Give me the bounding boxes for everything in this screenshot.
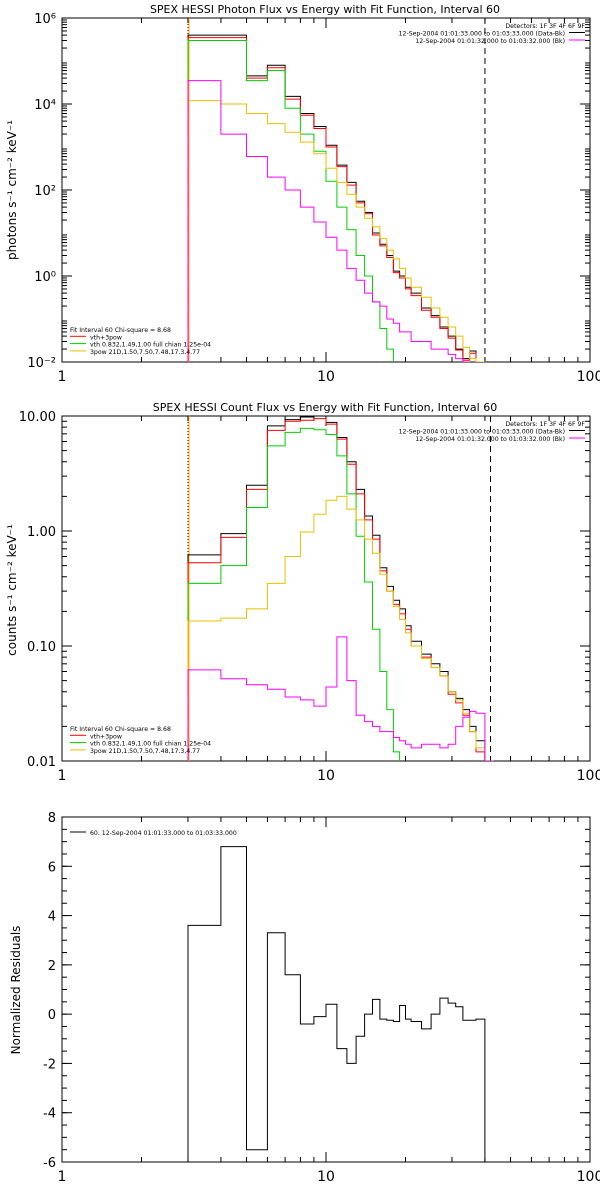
y-tick-label: 10.00 bbox=[19, 410, 56, 425]
y-tick-label: 10⁶ bbox=[34, 12, 56, 27]
y-tick-label: 10⁰ bbox=[34, 270, 56, 285]
count-y-axis-label: counts s⁻¹ cm⁻² keV⁻¹ bbox=[5, 524, 19, 656]
legend-text: vth+3pow bbox=[90, 334, 122, 341]
y-tick-label: 0.01 bbox=[27, 755, 56, 770]
series-line bbox=[187, 846, 486, 1162]
y-tick-label: 4 bbox=[48, 910, 56, 925]
x-tick-label: 1 bbox=[58, 1169, 67, 1185]
y-tick-label: 6 bbox=[48, 860, 56, 875]
series-line bbox=[187, 37, 477, 362]
legend-text: 3pow 21D,1.50,7.50,7.48,17.3,4.77 bbox=[90, 349, 200, 356]
y-tick-label: 0.10 bbox=[27, 640, 56, 655]
photon-y-axis-label: photons s⁻¹ cm⁻² keV⁻¹ bbox=[5, 120, 19, 260]
x-tick-label: 10 bbox=[317, 1169, 335, 1185]
legend-text: 60. 12-Sep-2004 01:01:33.000 to 01:03:33… bbox=[90, 830, 237, 837]
legend-text: vth 0.832,1.49,1.00 full chian 1.25e-04 bbox=[90, 741, 211, 748]
y-tick-label: -4 bbox=[43, 1107, 56, 1122]
legend-text: 12-Sep-2004 01:01:32.000 to 01:03:32.000… bbox=[415, 436, 565, 443]
legend-text: 3pow 21D,1.50,7.50,7.48,17.3,4.77 bbox=[90, 748, 200, 755]
series-line bbox=[187, 418, 486, 761]
y-tick-label: -2 bbox=[43, 1057, 56, 1072]
series-group bbox=[187, 416, 494, 761]
y-tick-label: 10⁴ bbox=[34, 98, 56, 113]
x-tick-label: 100 bbox=[577, 768, 600, 784]
series-line bbox=[187, 427, 401, 761]
y-tick-label: -6 bbox=[43, 1156, 56, 1171]
series-line bbox=[187, 100, 486, 362]
plot-frame bbox=[61, 415, 591, 762]
photon-chart-title: SPEX HESSI Photon Flux vs Energy with Fi… bbox=[150, 3, 500, 16]
plot-frame bbox=[61, 17, 591, 363]
series-group bbox=[187, 846, 486, 1162]
series-line bbox=[187, 416, 486, 761]
series-line bbox=[187, 80, 471, 362]
series-line bbox=[187, 40, 394, 362]
legend-text: 12-Sep-2004 01:01:33.000 to 01:03:33.000… bbox=[399, 429, 565, 436]
x-tick-label: 100 bbox=[577, 369, 600, 385]
x-tick-label: 100 bbox=[577, 1169, 600, 1185]
series-group bbox=[187, 34, 486, 362]
photon-flux-panel: SPEX HESSI Photon Flux vs Energy with Fi… bbox=[5, 3, 600, 385]
plot-frame bbox=[61, 816, 591, 1163]
y-tick-label: 0 bbox=[48, 1008, 56, 1023]
x-tick-label: 10 bbox=[317, 768, 335, 784]
legend-text: vth+3pow bbox=[90, 733, 122, 740]
count-chart-title: SPEX HESSI Count Flux vs Energy with Fit… bbox=[153, 401, 497, 414]
legend-text: 12-Sep-2004 01:01:32.000 to 01:03:32.000… bbox=[415, 38, 565, 45]
series-line bbox=[187, 34, 486, 362]
legend-text: Detectors: 1F 3F 4F 6F 9F bbox=[505, 421, 585, 428]
x-tick-label: 1 bbox=[58, 768, 67, 784]
count-plot-area: 1 10 100 0.01 0.10 1.00 10.00 Detectors: 1F 3F … bbox=[19, 410, 600, 784]
series-line bbox=[187, 495, 494, 761]
photon-plot-area: 1 10 100 10⁻² 10⁰ 10² 10⁴ 10⁶ Detectors: 1F 3F 4… bbox=[27, 12, 600, 385]
count-flux-panel: SPEX HESSI Count Flux vs Energy with Fit… bbox=[5, 401, 600, 784]
y-tick-label: 1.00 bbox=[27, 525, 56, 540]
legend-text: 12-Sep-2004 01:01:33.000 to 01:03:33.000… bbox=[399, 31, 565, 38]
x-tick-label: 10 bbox=[317, 369, 335, 385]
legend-text: Fit Interval 60 Chi-square = 8.68 bbox=[70, 726, 171, 733]
x-tick-label: 1 bbox=[58, 369, 67, 385]
y-tick-label: 10² bbox=[34, 184, 56, 199]
y-tick-label: 10⁻² bbox=[27, 356, 56, 371]
residuals-panel: Normalized Residuals 1 10 100 -6 -4 -2 0 2 4 6 8 60… bbox=[9, 811, 600, 1185]
y-tick-label: 8 bbox=[48, 811, 56, 826]
series-line bbox=[187, 636, 494, 761]
legend-text: Detectors: 1F 3F 4F 6F 9F bbox=[505, 23, 585, 30]
legend-text: Fit Interval 60 Chi-square = 8.68 bbox=[70, 327, 171, 334]
y-tick-label: 2 bbox=[48, 959, 56, 974]
residuals-plot-area: 1 10 100 -6 -4 -2 0 2 4 6 8 60. 12-Sep-2004 01:01:3… bbox=[43, 811, 600, 1185]
residuals-y-axis-label: Normalized Residuals bbox=[9, 926, 23, 1055]
legend-text: vth 0.832,1.49,1.00 full chian 1.25e-04 bbox=[90, 342, 211, 349]
